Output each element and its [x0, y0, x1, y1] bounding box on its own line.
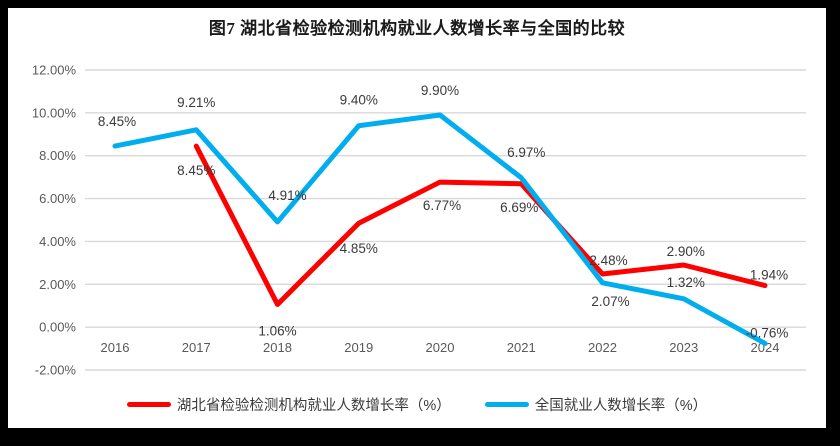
data-label: 6.97% [507, 145, 545, 160]
line-chart-plot-area: 12.00% 10.00% 8.00% 6.00% 4.00% 2.00% 0.00% -2.… [32, 63, 806, 378]
x-axis-tick-label: 2021 [507, 340, 536, 355]
legend-label-hubei: 湖北省检验检测机构就业人数增长率（%） [176, 398, 451, 414]
series-line-national [112, 112, 768, 346]
legend-label-national: 全国就业人数增长率（%） [534, 398, 708, 414]
data-label: 6.69% [500, 200, 538, 215]
x-axis-tick-label: 2016 [101, 340, 130, 355]
y-axis-tick-label: 10.00% [32, 105, 77, 120]
data-label: -0.76% [746, 325, 789, 340]
x-axis-tick-label: 2019 [344, 340, 373, 355]
y-axis-tick-label: 2.00% [39, 277, 76, 292]
legend-item-national: 全国就业人数增长率（%） [484, 394, 708, 415]
y-axis-tick-label: 0.00% [39, 320, 76, 335]
data-label: 6.77% [423, 198, 461, 213]
data-label: 9.40% [340, 93, 378, 108]
chart-surface: 图7 湖北省检验检测机构就业人数增长率与全国的比较 12.00% 10.00% 8.… [8, 8, 826, 428]
data-label: 1.06% [258, 323, 296, 338]
x-axis-tick-label: 2018 [263, 340, 292, 355]
y-axis-tick-label: 12.00% [32, 63, 77, 78]
x-axis-tick-label: 2022 [588, 340, 617, 355]
series-line-hubei [193, 143, 768, 307]
chart-legend: 湖北省检验检测机构就业人数增长率（%） 全国就业人数增长率（%） [8, 394, 826, 415]
data-label: 8.45% [98, 114, 136, 129]
chart-title: 图7 湖北省检验检测机构就业人数增长率与全国的比较 [208, 19, 626, 38]
y-axis-tick-label: 6.00% [39, 191, 76, 206]
data-label: 2.90% [667, 244, 705, 259]
data-label: 9.90% [421, 83, 459, 98]
data-label: 4.85% [340, 241, 378, 256]
data-label: 9.21% [177, 95, 215, 110]
data-label: 2.48% [589, 253, 627, 268]
data-label: 8.45% [177, 163, 215, 178]
data-label: 2.07% [591, 294, 629, 309]
legend-swatch-national-blue-line [484, 402, 529, 407]
y-axis-tick-label: 4.00% [39, 234, 76, 249]
data-label: 1.32% [667, 275, 705, 290]
x-axis-tick-label: 2024 [751, 340, 780, 355]
y-axis-tick-label: -2.00% [35, 363, 77, 378]
x-axis-tick-label: 2017 [182, 340, 211, 355]
legend-item-hubei: 湖北省检验检测机构就业人数增长率（%） [126, 394, 451, 415]
legend-swatch-hubei-red-line [126, 402, 171, 407]
x-axis-tick-label: 2023 [669, 340, 698, 355]
data-label: 4.91% [268, 188, 306, 203]
data-label: 1.94% [750, 268, 788, 283]
x-axis-tick-label: 2020 [426, 340, 455, 355]
y-axis-tick-label: 8.00% [39, 148, 76, 163]
